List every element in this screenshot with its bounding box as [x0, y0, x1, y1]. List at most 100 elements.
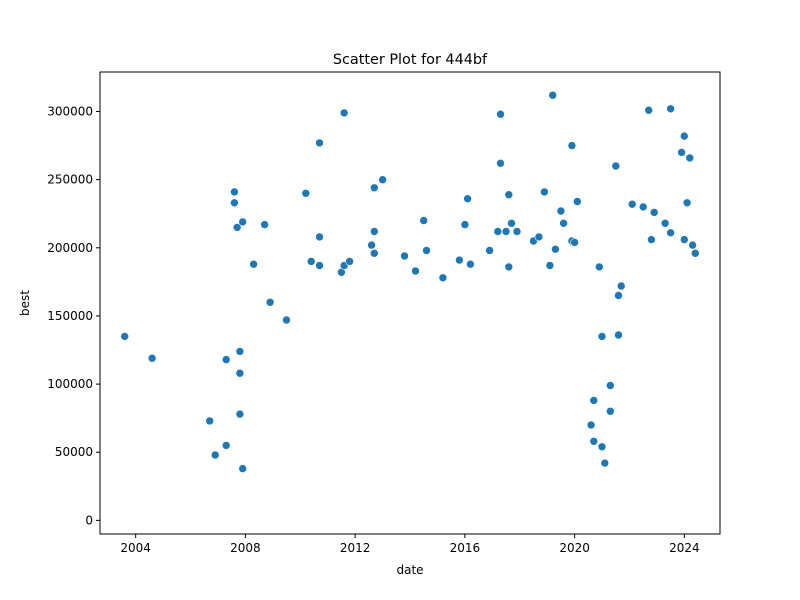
scatter-point	[545, 261, 555, 270]
plot-frame	[99, 71, 721, 535]
scatter-point	[512, 227, 522, 236]
scatter-point	[282, 315, 291, 325]
y-tick-label: 200000	[47, 241, 93, 255]
scatter-point	[466, 259, 475, 269]
scatter-point	[238, 217, 247, 227]
scatter-point	[666, 228, 675, 238]
scatter-point	[400, 251, 409, 261]
scatter-point	[556, 206, 566, 216]
scatter-point	[463, 194, 472, 203]
scatter-point	[614, 291, 623, 300]
scatter-point	[616, 281, 626, 291]
x-tick-label: 2012	[340, 541, 371, 555]
scatter-point	[605, 381, 615, 390]
scatter-point	[438, 273, 448, 283]
scatter-point	[679, 131, 689, 141]
scatter-point	[611, 161, 621, 171]
scatter-point	[614, 330, 623, 340]
scatter-point	[485, 246, 494, 255]
scatter-point	[493, 227, 503, 236]
scatter-point	[589, 436, 599, 446]
scatter-point	[572, 197, 582, 206]
scatter-point	[221, 355, 231, 364]
scatter-point	[504, 262, 514, 272]
x-tick-label: 2004	[120, 541, 151, 555]
scatter-point	[496, 109, 505, 119]
scatter-point	[306, 257, 316, 266]
scatter-point	[496, 159, 505, 168]
scatter-point	[677, 148, 686, 157]
y-tick-label: 150000	[47, 309, 93, 323]
scatter-point	[455, 255, 464, 265]
scatter-point	[238, 464, 247, 473]
scatter-point	[249, 259, 258, 269]
y-tick-label: 250000	[47, 173, 93, 187]
scatter-point	[600, 458, 610, 468]
scatter-point	[422, 246, 431, 255]
scatter-point	[367, 240, 376, 250]
scatter-point	[369, 249, 379, 258]
y-tick-label: 300000	[47, 105, 93, 119]
y-axis-label: best	[18, 290, 32, 316]
x-tick-label: 2008	[230, 541, 261, 555]
scatter-point	[638, 202, 648, 212]
scatter-point	[205, 416, 214, 426]
x-axis-label: date	[396, 563, 423, 577]
scatter-point	[597, 332, 607, 341]
scatter-point	[345, 257, 354, 266]
scatter-point	[230, 187, 239, 197]
scatter-point	[679, 235, 689, 244]
scatter-point	[570, 238, 579, 247]
scatter-point	[647, 235, 656, 244]
scatter-point	[369, 227, 379, 236]
scatter-point	[339, 108, 349, 118]
scatter-point	[232, 223, 242, 232]
scatter-point	[688, 240, 697, 250]
scatter-point	[685, 153, 695, 163]
scatter-point	[551, 244, 560, 254]
scatter-point	[501, 227, 511, 236]
y-tick-label: 50000	[55, 445, 93, 459]
scatter-point	[649, 208, 659, 217]
data-points	[120, 90, 700, 473]
chart-title: Scatter Plot for 444bf	[333, 52, 488, 68]
scatter-point	[507, 219, 516, 228]
scatter-point	[567, 141, 577, 150]
scatter-point	[644, 105, 654, 115]
scatter-point	[504, 190, 514, 199]
y-tick-label: 0	[85, 513, 93, 527]
scatter-point	[315, 138, 324, 148]
scatter-point	[627, 199, 637, 209]
scatter-point	[666, 104, 675, 114]
scatter-point	[221, 441, 231, 450]
scatter-point	[210, 450, 220, 460]
scatter-point	[235, 347, 245, 356]
scatter-point	[548, 90, 558, 100]
scatter-point	[147, 353, 157, 363]
scatter-point	[594, 262, 604, 272]
scatter-point	[230, 198, 239, 208]
scatter-point	[378, 175, 387, 184]
scatter-point	[120, 332, 129, 341]
y-tick-label: 100000	[47, 377, 93, 391]
scatter-point	[315, 232, 324, 242]
scatter-point	[369, 183, 379, 193]
scatter-point	[660, 219, 670, 228]
scatter-point	[682, 198, 692, 208]
scatter-point	[540, 187, 549, 197]
scatter-point	[315, 261, 324, 270]
scatter-point	[559, 219, 568, 228]
scatter-point	[586, 420, 596, 430]
x-axis: 2004 2008 2012 2016 2020 2024	[120, 534, 700, 555]
scatter-point	[301, 189, 311, 198]
scatter-point	[419, 216, 429, 225]
scatter-point	[597, 442, 607, 452]
y-axis: 0 50000 100000 150000 200000 250000 300000	[47, 105, 100, 527]
x-tick-label: 2020	[559, 541, 590, 555]
scatter-point	[690, 249, 700, 258]
scatter-point	[265, 297, 275, 307]
x-tick-label: 2016	[450, 541, 481, 555]
scatter-point	[605, 406, 615, 416]
scatter-point	[235, 368, 245, 378]
scatter-point	[235, 409, 245, 419]
